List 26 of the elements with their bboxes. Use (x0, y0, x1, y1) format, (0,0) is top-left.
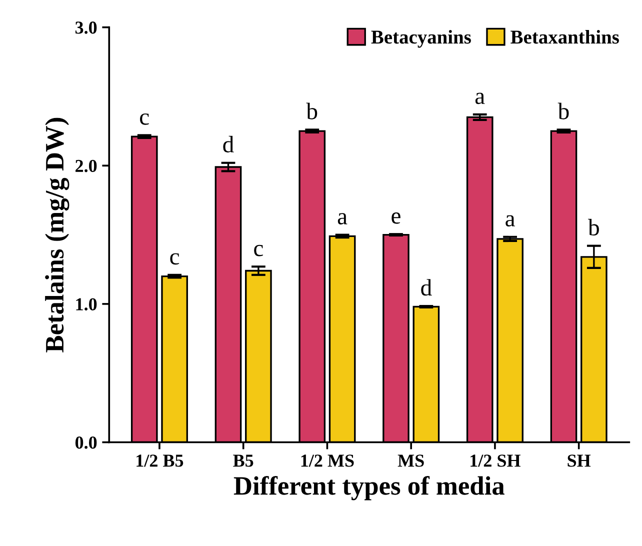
y-tick-label: 2.0 (76, 160, 97, 172)
x-tick-label: B5 (233, 454, 254, 467)
data-label: e (392, 212, 400, 224)
legend-label: Betaxanthins (510, 30, 619, 44)
data-label: a (506, 215, 515, 227)
x-tick-label: 1/2 MS (301, 454, 354, 467)
y-axis-title: Betalains (mg/g DW) (45, 118, 70, 352)
data-label: b (588, 218, 599, 236)
data-label: a (475, 92, 485, 104)
y-tick-label: 3.0 (75, 22, 97, 34)
data-label: d (421, 279, 432, 296)
data-label: b (306, 102, 318, 120)
y-tick-label: 0.0 (75, 436, 97, 449)
data-label: c (140, 114, 149, 125)
x-tick-label: 1/2 B5 (136, 454, 184, 467)
data-label: c (254, 244, 263, 256)
data-label: d (223, 136, 234, 153)
y-tick-label: 1.0 (76, 298, 97, 310)
data-label: a (338, 213, 348, 224)
x-tick-label: SH (568, 454, 591, 467)
legend-label: Betacyanins (371, 30, 471, 48)
x-tick-label: 1/2 SH (470, 454, 520, 467)
x-axis-title: Different types of media (234, 476, 504, 500)
data-label: c (170, 253, 180, 265)
data-label: b (558, 102, 569, 120)
x-tick-label: MS (398, 454, 424, 467)
